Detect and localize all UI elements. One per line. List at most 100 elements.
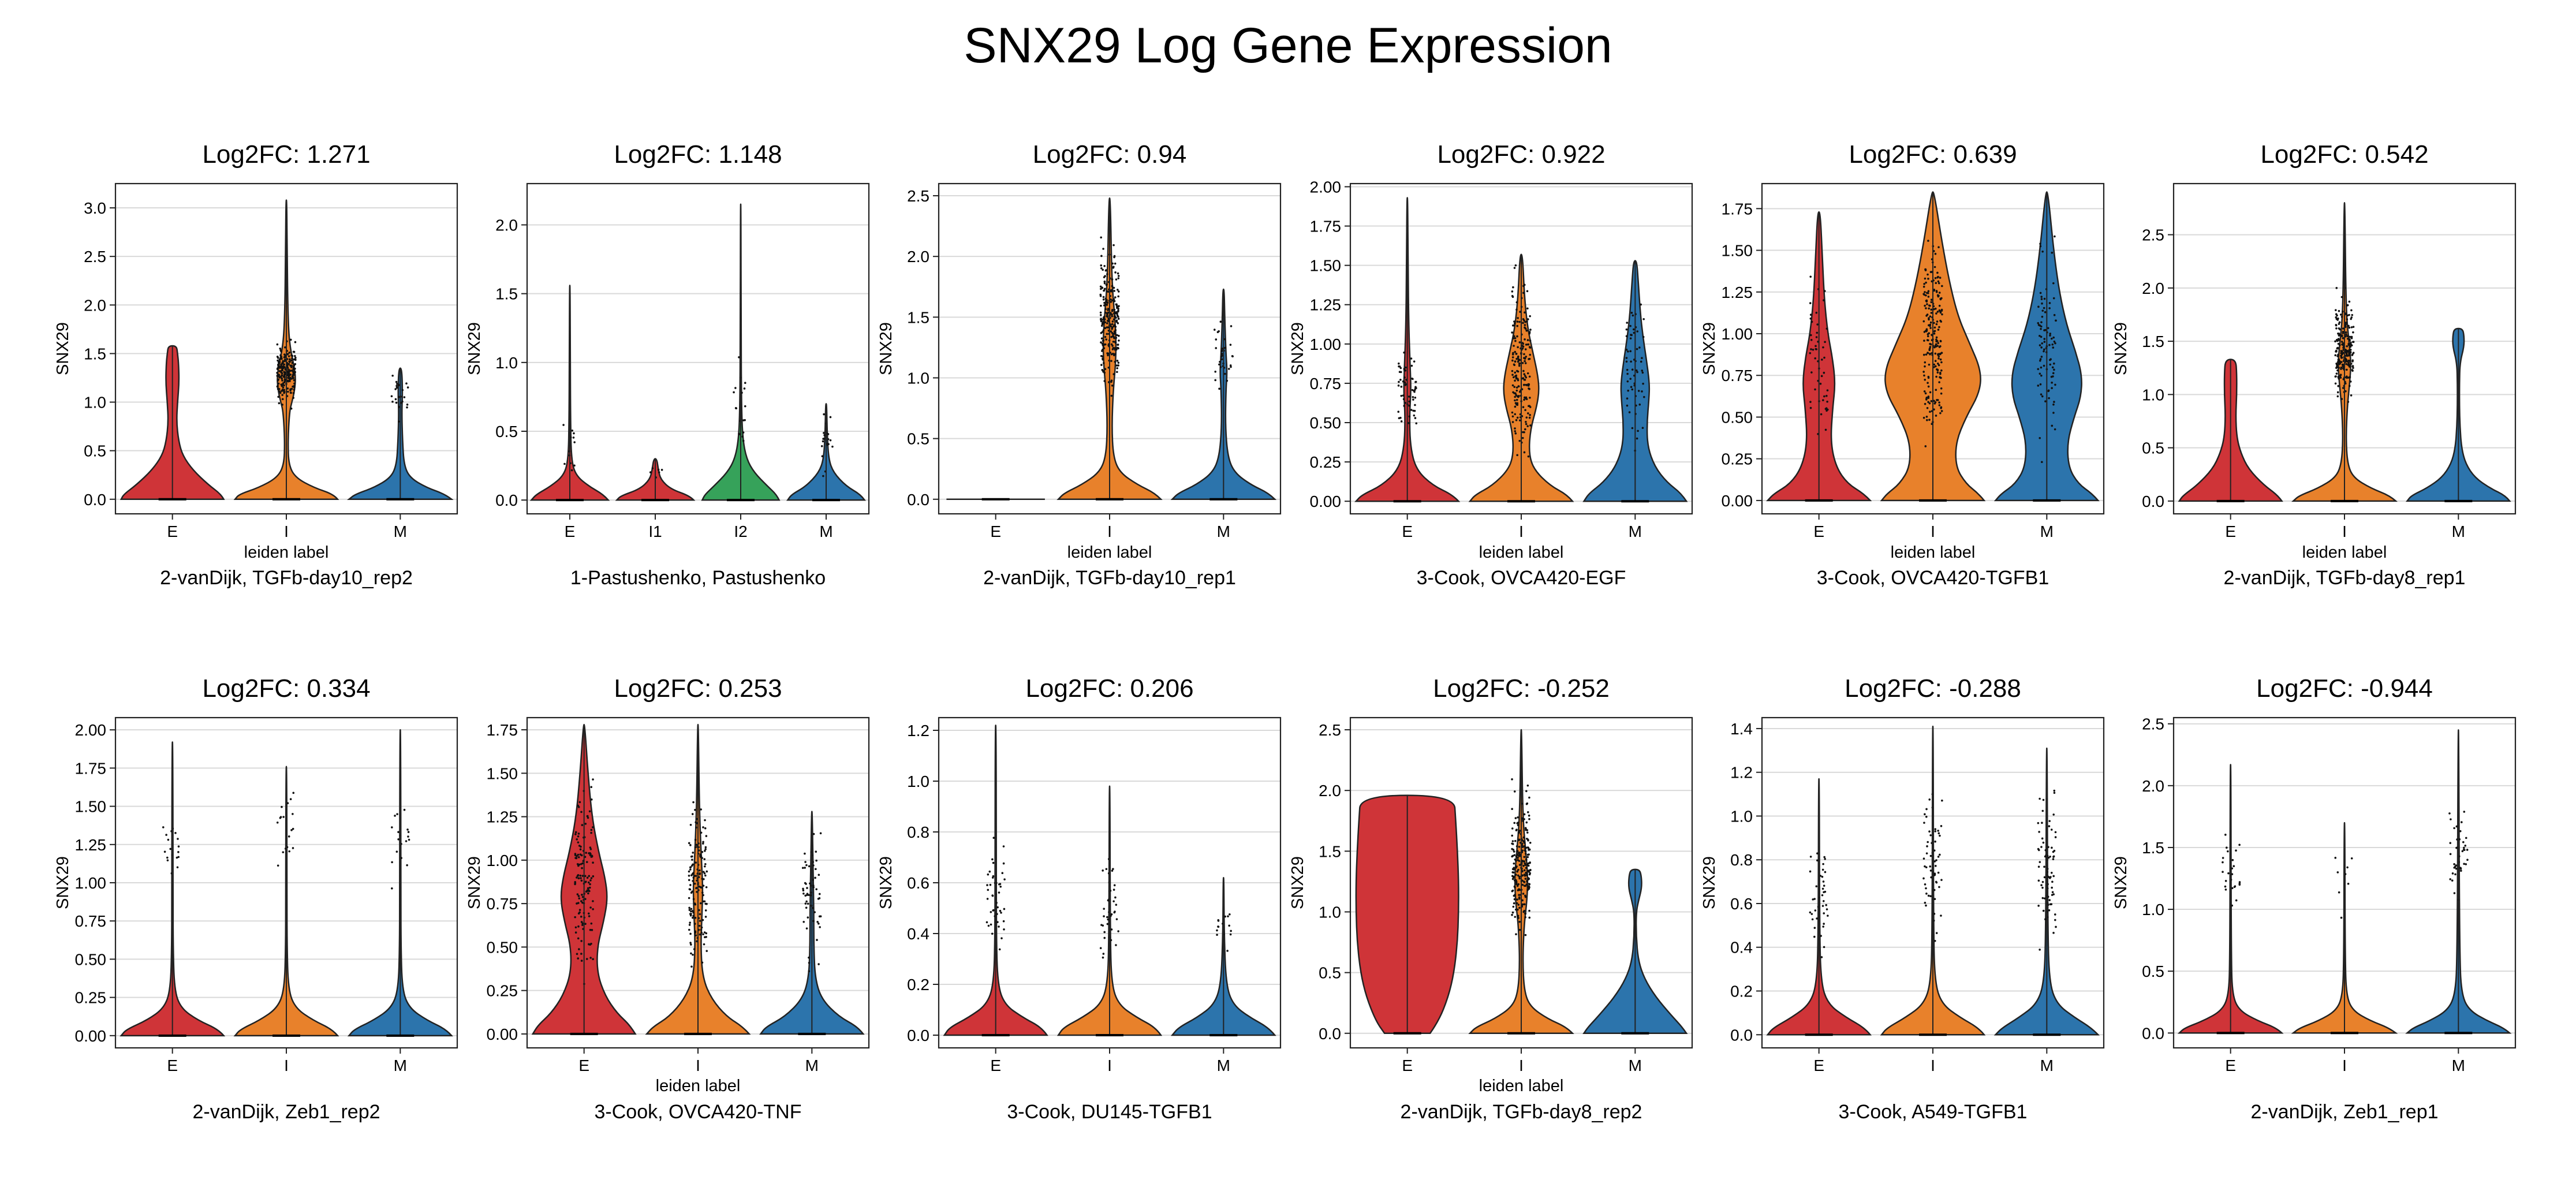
cell-point [1927,292,1929,294]
cell-point [1927,278,1929,280]
cell-point [2345,353,2348,355]
cell-point [2334,857,2337,859]
x-tick-label: E [167,522,178,540]
cell-point [1528,346,1531,348]
cell-point [1928,419,1931,421]
panel-title: Log2FC: 1.148 [614,140,782,169]
cell-point [1529,397,1531,399]
cell-point [1511,290,1514,293]
cell-point [1103,276,1106,278]
cell-point [2053,313,2056,316]
cell-point [2043,364,2045,367]
cell-point [2455,825,2458,828]
cell-point [1003,908,1006,910]
cell-point [589,957,592,959]
cell-point [1412,378,1414,380]
cell-point [1823,299,1825,301]
cell-point [2041,822,2043,824]
cell-point [2350,394,2353,397]
y-tick-label: 0.50 [487,938,518,956]
cell-point [1525,421,1527,423]
cell-point [1930,298,1933,301]
cell-point [2340,334,2343,337]
cell-point [391,826,393,828]
cell-point [809,882,811,884]
cell-point [1522,880,1525,883]
cell-point [2346,335,2349,337]
cell-point [1514,916,1517,918]
cell-point [1523,431,1525,434]
cell-point [1523,398,1525,401]
cell-point [692,852,695,854]
cell-point [690,952,692,955]
cell-point [1099,313,1102,316]
cell-point [2037,865,2040,868]
y-tick-label: 1.5 [907,308,929,326]
cell-point [1102,318,1104,321]
cell-point [1512,871,1515,874]
cell-point [1218,363,1220,366]
cell-point [688,897,690,899]
cell-point [2222,857,2224,859]
cell-point [2337,317,2339,320]
cell-point [1940,914,1942,917]
cell-point [1629,324,1632,327]
cell-point [2348,313,2350,316]
cell-point [2460,869,2462,872]
cell-point [1414,387,1417,390]
cell-point [2344,333,2347,336]
cell-point [1516,454,1518,457]
cell-point [1515,357,1518,360]
cell-point [1402,398,1405,401]
cell-point [1930,301,1933,304]
cell-point [1518,831,1521,834]
cell-point [695,826,697,829]
cell-point [1102,362,1105,364]
cell-point [1927,841,1929,843]
cell-point [1931,334,1933,336]
y-tick-label: 1.0 [1730,807,1753,825]
cell-point [2041,251,2044,253]
cell-point [167,838,170,841]
cell-point [395,850,398,853]
cell-point [1625,335,1628,338]
cell-point [2043,341,2046,343]
cell-point [1220,350,1223,353]
cell-point [1101,350,1103,352]
cell-point [1528,848,1531,851]
cell-point [2238,881,2241,883]
cell-point [704,902,707,905]
cell-point [406,386,409,389]
y-tick-label: 1.75 [1722,200,1753,218]
cell-point [691,910,694,912]
cell-point [1924,392,1927,395]
cell-point [1824,341,1826,344]
cell-point [823,413,825,416]
cell-point [1636,330,1639,333]
cell-point [1810,320,1813,323]
cell-point [1512,352,1514,354]
cell-point [294,356,297,359]
x-tick-label: E [578,1057,589,1074]
cell-point [804,894,807,897]
cell-point [279,347,282,350]
cell-point [294,354,296,357]
cell-point [1525,821,1528,824]
cell-point [2340,296,2343,298]
cell-point [2055,319,2057,322]
y-tick-label: 1.50 [1722,242,1753,260]
cell-point [1402,394,1405,397]
cell-point [1524,894,1526,897]
cell-point [704,865,706,868]
cell-point [169,848,172,850]
cell-point [574,857,577,859]
chart-panel-8: 0.000.250.500.751.001.251.501.75E I MLog2F… [465,674,870,1123]
y-tick-label: 2.0 [2142,777,2164,795]
cell-point [1523,818,1525,820]
cell-point [1111,320,1114,323]
cell-point [1515,419,1518,421]
cell-point [2052,932,2055,934]
x-tick-label: M [1217,522,1230,540]
cell-point [1511,848,1513,850]
cell-point [1809,856,1812,858]
